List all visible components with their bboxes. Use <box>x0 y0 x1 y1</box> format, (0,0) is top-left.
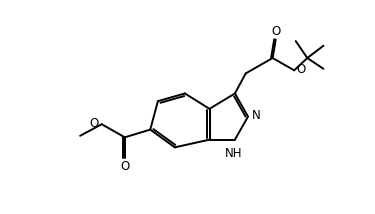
Text: NH: NH <box>225 147 242 160</box>
Text: O: O <box>271 25 280 38</box>
Text: O: O <box>120 160 129 173</box>
Text: O: O <box>297 63 306 76</box>
Text: O: O <box>90 117 99 130</box>
Text: N: N <box>252 109 260 122</box>
